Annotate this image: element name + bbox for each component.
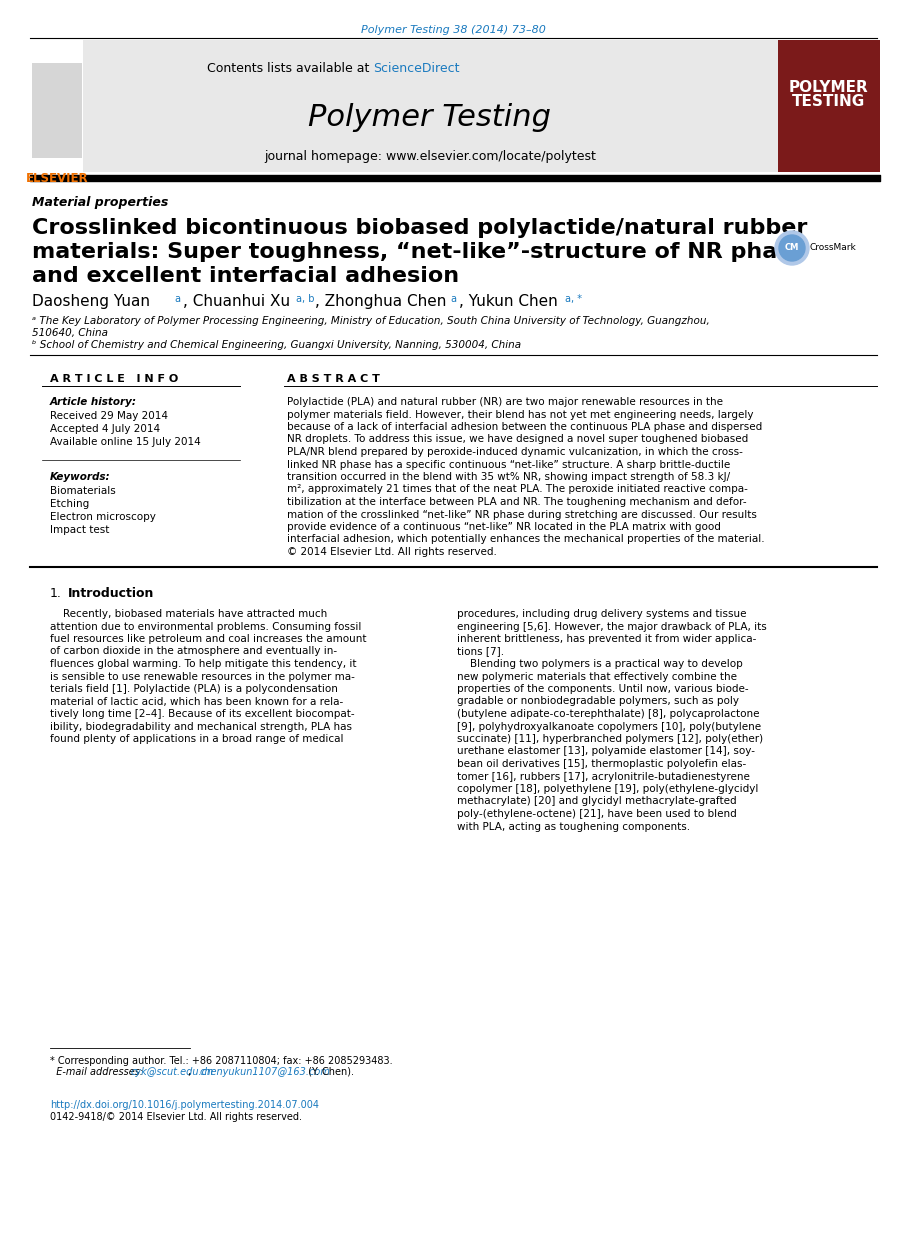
Circle shape bbox=[779, 235, 805, 261]
Text: interfacial adhesion, which potentially enhances the mechanical properties of th: interfacial adhesion, which potentially … bbox=[287, 535, 765, 545]
Text: CrossMark: CrossMark bbox=[810, 244, 857, 253]
Text: mation of the crosslinked “net-like” NR phase during stretching are discussed. O: mation of the crosslinked “net-like” NR … bbox=[287, 510, 756, 520]
Text: Keywords:: Keywords: bbox=[50, 472, 111, 482]
Text: * Corresponding author. Tel.: +86 2087110804; fax: +86 2085293483.: * Corresponding author. Tel.: +86 208711… bbox=[50, 1056, 393, 1066]
Text: Biomaterials: Biomaterials bbox=[50, 487, 116, 496]
Text: of carbon dioxide in the atmosphere and eventually in-: of carbon dioxide in the atmosphere and … bbox=[50, 646, 337, 656]
Text: Recently, biobased materials have attracted much: Recently, biobased materials have attrac… bbox=[50, 609, 327, 619]
Text: Material properties: Material properties bbox=[32, 196, 169, 209]
Text: POLYMER: POLYMER bbox=[789, 80, 869, 95]
Text: [9], polyhydroxyalkanoate copolymers [10], poly(butylene: [9], polyhydroxyalkanoate copolymers [10… bbox=[457, 722, 761, 732]
Text: Polylactide (PLA) and natural rubber (NR) are two major renewable resources in t: Polylactide (PLA) and natural rubber (NR… bbox=[287, 397, 723, 407]
Text: A R T I C L E   I N F O: A R T I C L E I N F O bbox=[50, 374, 179, 384]
Text: Impact test: Impact test bbox=[50, 525, 110, 535]
Text: Etching: Etching bbox=[50, 499, 89, 509]
Text: material of lactic acid, which has been known for a rela-: material of lactic acid, which has been … bbox=[50, 697, 343, 707]
Text: (Y. Chen).: (Y. Chen). bbox=[305, 1067, 354, 1077]
Text: CM: CM bbox=[785, 244, 799, 253]
Text: ᵃ The Key Laboratory of Polymer Processing Engineering, Ministry of Education, S: ᵃ The Key Laboratory of Polymer Processi… bbox=[32, 316, 710, 326]
Bar bbox=[32, 63, 82, 158]
Text: gradable or nonbiodegradable polymers, such as poly: gradable or nonbiodegradable polymers, s… bbox=[457, 697, 739, 707]
Text: tively long time [2–4]. Because of its excellent biocompat-: tively long time [2–4]. Because of its e… bbox=[50, 709, 355, 719]
Text: © 2014 Elsevier Ltd. All rights reserved.: © 2014 Elsevier Ltd. All rights reserved… bbox=[287, 547, 497, 557]
Text: polymer materials field. However, their blend has not yet met engineering needs,: polymer materials field. However, their … bbox=[287, 410, 754, 420]
Text: cyk@scut.edu.cn: cyk@scut.edu.cn bbox=[131, 1067, 214, 1077]
Text: 0142-9418/© 2014 Elsevier Ltd. All rights reserved.: 0142-9418/© 2014 Elsevier Ltd. All right… bbox=[50, 1112, 302, 1122]
Text: E-mail addresses:: E-mail addresses: bbox=[50, 1067, 146, 1077]
Text: transition occurred in the blend with 35 wt% NR, showing impact strength of 58.3: transition occurred in the blend with 35… bbox=[287, 472, 730, 482]
Text: a: a bbox=[450, 293, 456, 305]
Text: , Chuanhui Xu: , Chuanhui Xu bbox=[183, 293, 295, 310]
Text: Polymer Testing: Polymer Testing bbox=[308, 103, 551, 132]
Text: because of a lack of interfacial adhesion between the continuous PLA phase and d: because of a lack of interfacial adhesio… bbox=[287, 422, 762, 432]
Text: ,: , bbox=[188, 1067, 198, 1077]
Text: ELSEVIER: ELSEVIER bbox=[25, 172, 88, 184]
Text: ibility, biodegradability and mechanical strength, PLA has: ibility, biodegradability and mechanical… bbox=[50, 722, 352, 732]
Text: chenyukun1107@163.com: chenyukun1107@163.com bbox=[200, 1067, 331, 1077]
Text: Received 29 May 2014: Received 29 May 2014 bbox=[50, 411, 168, 421]
Text: new polymeric materials that effectively combine the: new polymeric materials that effectively… bbox=[457, 671, 737, 681]
Text: A B S T R A C T: A B S T R A C T bbox=[287, 374, 380, 384]
Text: fuel resources like petroleum and coal increases the amount: fuel resources like petroleum and coal i… bbox=[50, 634, 366, 644]
Text: engineering [5,6]. However, the major drawback of PLA, its: engineering [5,6]. However, the major dr… bbox=[457, 621, 766, 631]
Text: bean oil derivatives [15], thermoplastic polyolefin elas-: bean oil derivatives [15], thermoplastic… bbox=[457, 759, 746, 769]
Text: found plenty of applications in a broad range of medical: found plenty of applications in a broad … bbox=[50, 734, 344, 744]
Text: attention due to environmental problems. Consuming fossil: attention due to environmental problems.… bbox=[50, 621, 361, 631]
Text: http://dx.doi.org/10.1016/j.polymertesting.2014.07.004: http://dx.doi.org/10.1016/j.polymertesti… bbox=[50, 1101, 319, 1110]
Text: Daosheng Yuan: Daosheng Yuan bbox=[32, 293, 155, 310]
Text: tibilization at the interface between PLA and NR. The toughening mechanism and d: tibilization at the interface between PL… bbox=[287, 496, 746, 508]
Text: Contents lists available at: Contents lists available at bbox=[207, 62, 373, 76]
Text: provide evidence of a continuous “net-like” NR located in the PLA matrix with go: provide evidence of a continuous “net-li… bbox=[287, 522, 721, 532]
Text: tions [7].: tions [7]. bbox=[457, 646, 504, 656]
Text: (butylene adipate-co-terephthalate) [8], polycaprolactone: (butylene adipate-co-terephthalate) [8],… bbox=[457, 709, 759, 719]
Text: ScienceDirect: ScienceDirect bbox=[373, 62, 460, 76]
Text: journal homepage: www.elsevier.com/locate/polytest: journal homepage: www.elsevier.com/locat… bbox=[264, 150, 596, 163]
Text: ᵇ School of Chemistry and Chemical Engineering, Guangxi University, Nanning, 530: ᵇ School of Chemistry and Chemical Engin… bbox=[32, 340, 522, 350]
Text: procedures, including drug delivery systems and tissue: procedures, including drug delivery syst… bbox=[457, 609, 746, 619]
Text: Introduction: Introduction bbox=[68, 587, 154, 600]
Text: is sensible to use renewable resources in the polymer ma-: is sensible to use renewable resources i… bbox=[50, 671, 355, 681]
Bar bbox=[30, 40, 83, 172]
Text: a, *: a, * bbox=[565, 293, 582, 305]
Text: , Zhonghua Chen: , Zhonghua Chen bbox=[315, 293, 452, 310]
Text: with PLA, acting as toughening components.: with PLA, acting as toughening component… bbox=[457, 822, 690, 832]
Text: terials field [1]. Polylactide (PLA) is a polycondensation: terials field [1]. Polylactide (PLA) is … bbox=[50, 685, 338, 695]
Text: Accepted 4 July 2014: Accepted 4 July 2014 bbox=[50, 423, 161, 435]
Text: Available online 15 July 2014: Available online 15 July 2014 bbox=[50, 437, 200, 447]
Text: Polymer Testing 38 (2014) 73–80: Polymer Testing 38 (2014) 73–80 bbox=[361, 25, 545, 35]
Text: a: a bbox=[174, 293, 180, 305]
Bar bbox=[83, 40, 778, 172]
Text: materials: Super toughness, “net-like”-structure of NR phase: materials: Super toughness, “net-like”-s… bbox=[32, 241, 805, 262]
Text: urethane elastomer [13], polyamide elastomer [14], soy-: urethane elastomer [13], polyamide elast… bbox=[457, 747, 755, 756]
Text: TESTING: TESTING bbox=[793, 94, 865, 109]
Text: fluences global warming. To help mitigate this tendency, it: fluences global warming. To help mitigat… bbox=[50, 659, 356, 669]
Text: and excellent interfacial adhesion: and excellent interfacial adhesion bbox=[32, 266, 459, 286]
Text: linked NR phase has a specific continuous “net-like” structure. A sharp brittle-: linked NR phase has a specific continuou… bbox=[287, 459, 730, 469]
Text: , Yukun Chen: , Yukun Chen bbox=[459, 293, 562, 310]
Text: succinate) [11], hyperbranched polymers [12], poly(ether): succinate) [11], hyperbranched polymers … bbox=[457, 734, 763, 744]
Text: 510640, China: 510640, China bbox=[32, 328, 108, 338]
Text: Blending two polymers is a practical way to develop: Blending two polymers is a practical way… bbox=[457, 659, 743, 669]
Bar bbox=[778, 40, 880, 172]
Text: copolymer [18], polyethylene [19], poly(ethylene-glycidyl: copolymer [18], polyethylene [19], poly(… bbox=[457, 784, 758, 794]
Text: methacrylate) [20] and glycidyl methacrylate-grafted: methacrylate) [20] and glycidyl methacry… bbox=[457, 796, 736, 806]
Text: m², approximately 21 times that of the neat PLA. The peroxide initiated reactive: m², approximately 21 times that of the n… bbox=[287, 484, 748, 494]
Text: a, b: a, b bbox=[296, 293, 315, 305]
Text: Electron microscopy: Electron microscopy bbox=[50, 513, 156, 522]
Text: properties of the components. Until now, various biode-: properties of the components. Until now,… bbox=[457, 685, 748, 695]
Circle shape bbox=[775, 232, 809, 265]
Text: tomer [16], rubbers [17], acrylonitrile-butadienestyrene: tomer [16], rubbers [17], acrylonitrile-… bbox=[457, 771, 750, 781]
Text: 1.: 1. bbox=[50, 587, 62, 600]
Text: Crosslinked bicontinuous biobased polylactide/natural rubber: Crosslinked bicontinuous biobased polyla… bbox=[32, 218, 807, 238]
Text: PLA/NR blend prepared by peroxide-induced dynamic vulcanization, in which the cr: PLA/NR blend prepared by peroxide-induce… bbox=[287, 447, 743, 457]
Text: NR droplets. To address this issue, we have designed a novel super toughened bio: NR droplets. To address this issue, we h… bbox=[287, 435, 748, 444]
Text: inherent brittleness, has prevented it from wider applica-: inherent brittleness, has prevented it f… bbox=[457, 634, 756, 644]
Text: Article history:: Article history: bbox=[50, 397, 137, 407]
Text: poly-(ethylene-octene) [21], have been used to blend: poly-(ethylene-octene) [21], have been u… bbox=[457, 808, 736, 820]
